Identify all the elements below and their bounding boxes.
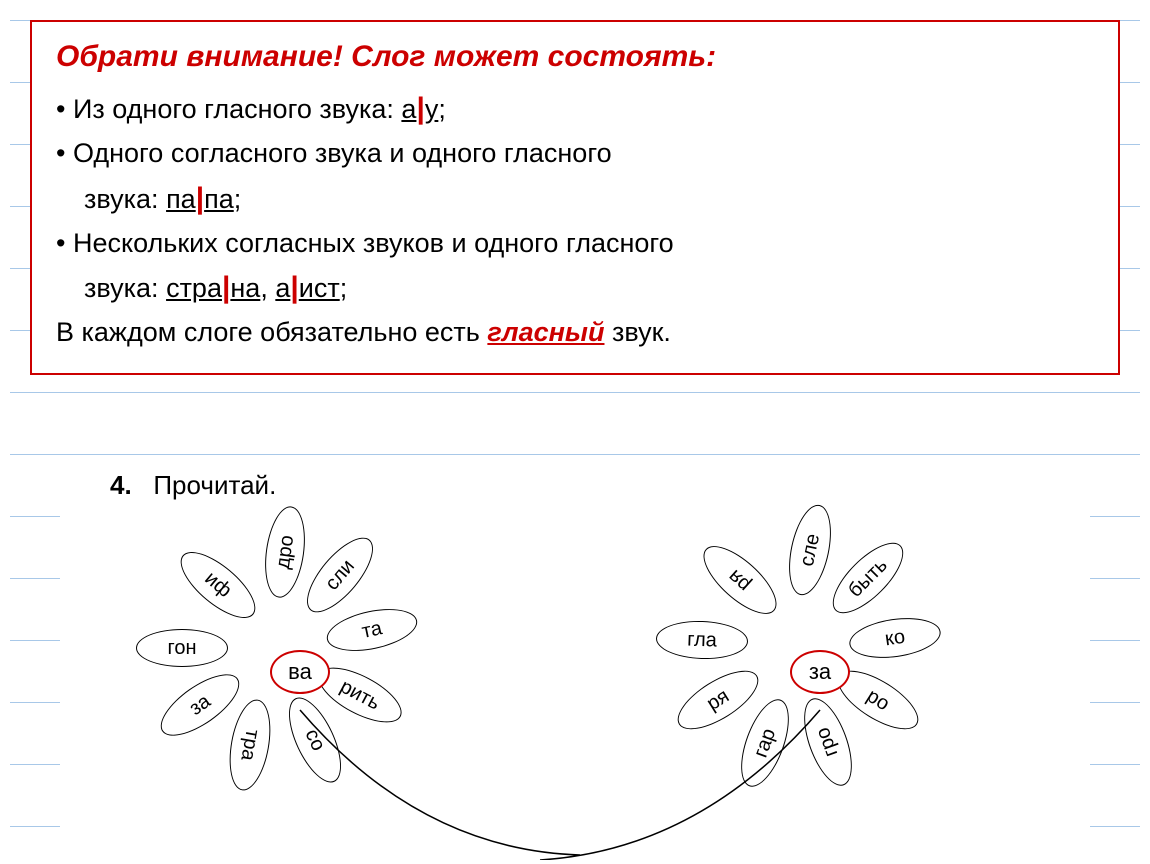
flower-center: ва: [270, 650, 330, 694]
exercise-text: Прочитай.: [153, 470, 276, 500]
exercise-heading: 4. Прочитай.: [110, 470, 276, 501]
rule-box: Обрати внимание! Слог может состоять: • …: [30, 20, 1120, 375]
stems: [60, 500, 1090, 860]
flowers-area: дрослитаритьсотразагонфива слебытькорогр…: [60, 500, 1090, 860]
rule-list: • Из одного гласного звука: а|у;• Одного…: [56, 86, 1094, 353]
rule-title: Обрати внимание! Слог может состоять:: [56, 40, 1094, 74]
flower-center: за: [790, 650, 850, 694]
exercise-number: 4.: [110, 470, 132, 500]
